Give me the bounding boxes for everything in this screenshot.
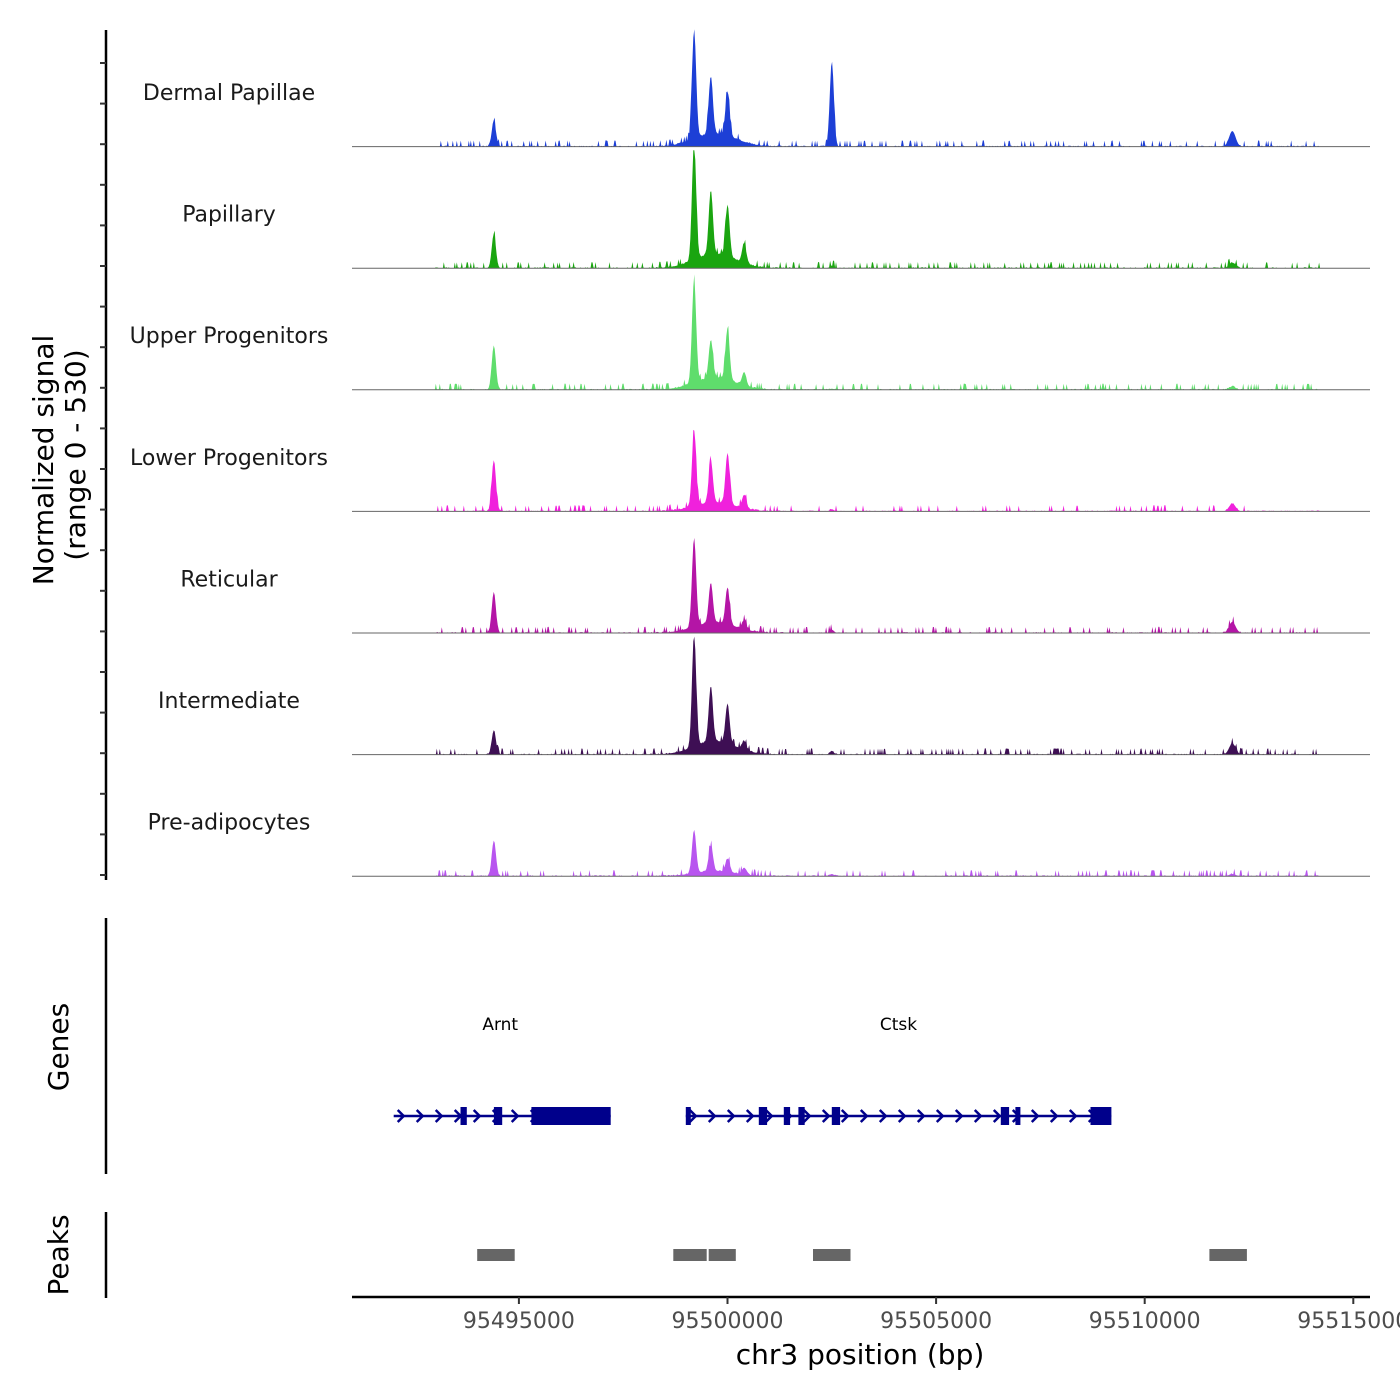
genes-panel-title: Genes <box>42 1003 75 1091</box>
peak-regions <box>477 1249 1247 1261</box>
exon <box>685 1107 691 1125</box>
gene-label: Arnt <box>482 1015 518 1035</box>
strand-arrow <box>472 1109 482 1123</box>
signal-area <box>352 829 1370 877</box>
x-axis-ticks: 95495000 95500000 95505000 95510000 95515000 <box>463 1297 1400 1334</box>
strand-arrow <box>764 1109 774 1123</box>
gene-arnt: Arnt <box>393 1015 611 1125</box>
track-lower-progenitors: Lower Progenitors <box>130 429 1370 512</box>
track-label: Papillary <box>182 203 276 228</box>
track-pre-adipocytes: Pre-adipocytes <box>148 811 1370 877</box>
exon <box>783 1107 791 1125</box>
track-label: Lower Progenitors <box>130 446 328 471</box>
peaks-panel-title: Peaks <box>42 1214 75 1295</box>
strand-arrow <box>726 1109 736 1123</box>
track-label: Dermal Papillae <box>143 81 315 106</box>
x-tick-label: 95515000 <box>1297 1309 1400 1334</box>
peak-region <box>477 1249 515 1261</box>
y-axis-title-line2: (range 0 - 530) <box>59 349 92 560</box>
peak-region <box>813 1249 851 1261</box>
exon <box>758 1107 768 1125</box>
coverage-y-ticks <box>100 62 106 876</box>
strand-arrow <box>510 1109 520 1123</box>
track-label: Intermediate <box>158 689 300 714</box>
strand-arrow <box>992 1109 1002 1123</box>
strand-arrow <box>1030 1109 1040 1123</box>
strand-arrow <box>434 1109 444 1123</box>
x-tick-label: 95495000 <box>463 1309 575 1334</box>
track-upper-progenitors: Upper Progenitors <box>130 274 1370 391</box>
signal-area <box>352 274 1370 390</box>
exon <box>1015 1107 1021 1125</box>
track-reticular: Reticular <box>180 537 1370 634</box>
strand-arrow <box>1068 1109 1078 1123</box>
strand-arrow <box>1049 1109 1059 1123</box>
track-label: Upper Progenitors <box>130 324 329 349</box>
exon <box>798 1107 805 1125</box>
track-papillary: Papillary <box>182 150 1370 269</box>
peak-region <box>673 1249 707 1261</box>
peak-region <box>708 1249 736 1261</box>
strand-arrow <box>821 1109 831 1123</box>
y-axis-title-line1: Normalized signal <box>27 335 60 586</box>
peak-region <box>1209 1249 1247 1261</box>
track-intermediate: Intermediate <box>158 636 1370 756</box>
strand-arrow <box>954 1109 964 1123</box>
strand-arrow <box>878 1109 888 1123</box>
strand-arrow <box>415 1109 425 1123</box>
x-tick-label: 95500000 <box>672 1309 784 1334</box>
gene-label: Ctsk <box>880 1015 917 1035</box>
strand-arrow <box>802 1109 812 1123</box>
y-axis-title: Normalized signal (range 0 - 530) <box>27 335 92 586</box>
strand-arrow <box>859 1109 869 1123</box>
strand-arrow <box>935 1109 945 1123</box>
x-axis-title: chr3 position (bp) <box>736 1338 985 1371</box>
track-dermal-papillae: Dermal Papillae <box>143 29 1370 148</box>
strand-arrow <box>840 1109 850 1123</box>
exon <box>1000 1107 1010 1125</box>
signal-area <box>352 29 1370 147</box>
exon <box>831 1107 841 1125</box>
exon <box>460 1107 467 1125</box>
strand-arrow <box>745 1109 755 1123</box>
strand-arrow <box>973 1109 983 1123</box>
strand-arrow <box>688 1109 698 1123</box>
strand-arrow <box>707 1109 717 1123</box>
signal-area <box>352 429 1370 512</box>
signal-area <box>352 537 1370 633</box>
gene-ctsk: Ctsk <box>685 1015 1112 1125</box>
track-label: Pre-adipocytes <box>148 811 311 836</box>
x-tick-label: 95505000 <box>880 1309 992 1334</box>
gene-models: Arnt Ctsk <box>393 1015 1112 1125</box>
strand-arrow <box>897 1109 907 1123</box>
track-label: Reticular <box>180 567 278 592</box>
exon <box>1090 1107 1112 1125</box>
signal-area <box>352 150 1370 269</box>
x-tick-label: 95510000 <box>1089 1309 1201 1334</box>
exon <box>493 1107 503 1125</box>
strand-arrow <box>396 1109 406 1123</box>
strand-arrow <box>916 1109 926 1123</box>
exon <box>531 1107 611 1125</box>
signal-area <box>352 636 1370 755</box>
coverage-tracks: Dermal Papillae Papillary Upper Progenitor… <box>130 29 1370 877</box>
